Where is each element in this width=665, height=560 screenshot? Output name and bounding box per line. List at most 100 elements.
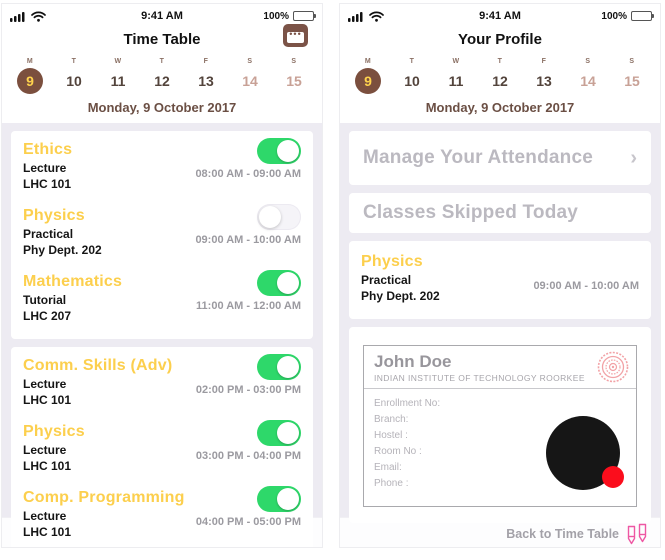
day-label: T	[71, 58, 77, 65]
class-name: Physics	[23, 207, 85, 224]
battery-percent: 100%	[601, 10, 627, 22]
manage-attendance-button[interactable]: Manage Your Attendance ›	[349, 131, 651, 185]
attendance-toggle[interactable]	[257, 420, 301, 446]
status-time: 9:41 AM	[479, 10, 521, 22]
status-left-icons	[348, 11, 384, 22]
calendar-strip: M T W T F S S 9 10 11 12 13 14 15 Monday…	[340, 52, 660, 123]
student-name: John Doe	[374, 352, 452, 371]
battery-icon	[293, 11, 316, 21]
class-row: Comp. Programming Lecture LHC 101 04:00 …	[11, 483, 313, 547]
day-label: S	[291, 58, 297, 65]
date-cell-selected[interactable]: 9	[8, 68, 52, 94]
class-name: Physics	[23, 423, 85, 440]
day-label: S	[247, 58, 253, 65]
class-type: Practical	[23, 227, 74, 241]
branch-field-label: Branch:	[374, 414, 409, 425]
date-cell[interactable]: 11	[448, 73, 464, 89]
institute-seal-icon	[597, 351, 629, 383]
date-cell[interactable]: 14	[242, 73, 258, 89]
class-time: 02:00 PM - 03:00 PM	[195, 384, 301, 396]
hostel-field-label: Hostel :	[374, 430, 408, 441]
date-cell[interactable]: 13	[198, 73, 214, 89]
profile-header: Your Profile	[340, 26, 660, 52]
classes-skipped-heading: Classes Skipped Today	[363, 202, 579, 223]
class-type: Tutorial	[23, 293, 67, 307]
date-cell[interactable]: 10	[66, 73, 82, 89]
full-date-label: Monday, 9 October 2017	[87, 100, 237, 115]
attendance-toggle[interactable]	[257, 354, 301, 380]
class-name: Physics	[361, 253, 423, 270]
date-cell-selected[interactable]: 9	[346, 68, 390, 94]
id-card: John Doe INDIAN INSTITUTE OF TECHNOLOGY …	[363, 345, 637, 507]
wifi-icon	[31, 11, 46, 22]
class-time: 04:00 PM - 05:00 PM	[195, 516, 301, 528]
day-label: F	[203, 58, 209, 65]
profile-content: Manage Your Attendance › Classes Skipped…	[340, 123, 660, 523]
timetable-screen: 9:41 AM 100% Time Table M T W T F S S 9 …	[1, 3, 323, 548]
attendance-toggle[interactable]	[257, 486, 301, 512]
classes-skipped-card: Classes Skipped Today	[349, 193, 651, 233]
day-label: W	[452, 58, 460, 65]
calendar-strip: M T W T F S S 9 10 11 12 13 14 15 Monday…	[2, 52, 322, 123]
date-cell[interactable]: 12	[492, 73, 508, 89]
date-cell[interactable]: 12	[154, 73, 170, 89]
class-name: Comp. Programming	[23, 489, 185, 506]
morning-classes-card: Ethics Lecture LHC 101 08:00 AM - 09:00 …	[11, 131, 313, 339]
date-cell[interactable]: 15	[624, 73, 640, 89]
day-label: S	[585, 58, 591, 65]
attendance-toggle[interactable]	[257, 204, 301, 230]
chevron-right-icon: ›	[630, 147, 637, 169]
profile-photo-placeholder	[546, 416, 624, 490]
battery-icon	[631, 11, 654, 21]
class-room: LHC 207	[23, 309, 72, 323]
full-date-label: Monday, 9 October 2017	[425, 100, 575, 115]
date-cell[interactable]: 13	[536, 73, 552, 89]
manage-attendance-label: Manage Your Attendance	[363, 147, 593, 168]
class-name: Comm. Skills (Adv)	[23, 357, 173, 374]
day-label: M	[26, 58, 34, 65]
day-label: F	[541, 58, 547, 65]
class-name: Mathematics	[23, 273, 123, 290]
day-label: W	[114, 58, 122, 65]
class-type: Practical	[361, 273, 412, 287]
date-cell[interactable]: 10	[404, 73, 420, 89]
class-row: Physics Lecture LHC 101 03:00 PM - 04:00…	[11, 417, 313, 483]
enrollment-field-label: Enrollment No:	[374, 398, 441, 409]
edit-pencils-icon[interactable]	[626, 522, 648, 546]
institute-name: INDIAN INSTITUTE OF TECHNOLOGY ROORKEE	[374, 373, 585, 383]
back-to-timetable-link[interactable]: Back to Time Table	[506, 527, 619, 541]
status-time: 9:41 AM	[141, 10, 183, 22]
room-field-label: Room No :	[374, 446, 422, 457]
date-cell[interactable]: 15	[286, 73, 302, 89]
class-room: LHC 101	[23, 459, 72, 473]
class-type: Lecture	[23, 161, 67, 175]
id-card-container: John Doe INDIAN INSTITUTE OF TECHNOLOGY …	[349, 327, 651, 523]
id-card-fields: Enrollment No: Branch: Hostel : Room No …	[364, 389, 636, 499]
cell-signal-icon	[10, 11, 25, 22]
status-bar: 9:41 AM 100%	[2, 4, 322, 26]
class-time: 09:00 AM - 10:00 AM	[195, 234, 301, 246]
attendance-toggle[interactable]	[257, 270, 301, 296]
class-room: Phy Dept. 202	[23, 243, 102, 257]
profile-screen: 9:41 AM 100% Your Profile M T W T F S S …	[339, 3, 661, 548]
date-cell[interactable]: 14	[580, 73, 596, 89]
id-card-header: John Doe INDIAN INSTITUTE OF TECHNOLOGY …	[364, 346, 636, 389]
class-room: LHC 101	[23, 525, 72, 539]
page-title: Your Profile	[458, 30, 542, 48]
cell-signal-icon	[348, 11, 363, 22]
timetable-header: Time Table	[2, 24, 322, 52]
date-cell[interactable]: 11	[110, 73, 126, 89]
class-time: 03:00 PM - 04:00 PM	[195, 450, 301, 462]
class-room: LHC 101	[23, 177, 72, 191]
day-label: T	[497, 58, 503, 65]
class-row: Physics Practical Phy Dept. 202 09:00 AM…	[11, 201, 313, 267]
status-left-icons	[10, 11, 46, 22]
status-dot	[602, 466, 624, 488]
battery-percent: 100%	[263, 10, 289, 22]
skipped-class-card: Physics Practical Phy Dept. 202 09:00 AM…	[349, 241, 651, 319]
attendance-toggle[interactable]	[257, 138, 301, 164]
class-row: Ethics Lecture LHC 101 08:00 AM - 09:00 …	[11, 135, 313, 201]
class-type: Lecture	[23, 509, 67, 523]
calendar-icon[interactable]	[283, 24, 308, 47]
page-title: Time Table	[123, 30, 201, 48]
